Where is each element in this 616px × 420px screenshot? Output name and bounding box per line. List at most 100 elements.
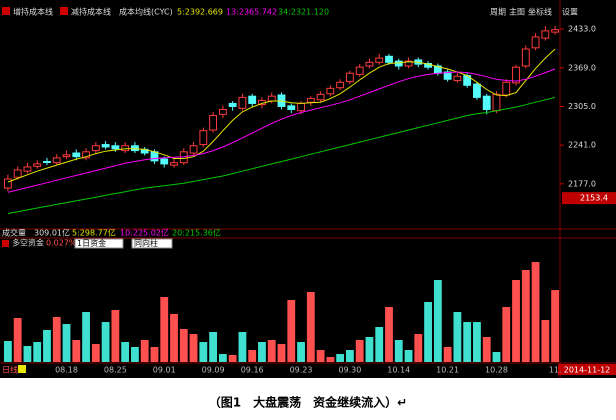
bar [345,350,354,362]
cursor-date: 2014-11-12 [564,366,611,375]
icon[interactable] [2,240,9,247]
volume-average: 10:225.02亿 [120,228,169,238]
candle-body [512,66,520,84]
volume-average: 5:298.77亿 [72,228,116,238]
candle-body [160,158,169,165]
bar [228,355,237,362]
bar [512,280,520,362]
candle-body [453,75,462,81]
icon[interactable] [60,7,68,15]
bar [101,322,110,362]
bar [33,342,42,362]
ma-line [7,68,556,193]
x-tick-label: 09.09 [202,366,225,375]
candle-body [336,81,345,89]
bar [150,347,159,362]
bar [424,302,432,362]
bar [52,317,61,362]
ma-legend: 34:2321.120 [278,8,329,17]
candle-body [238,96,247,109]
candle-body [297,102,305,112]
bar [531,262,540,362]
bar [72,340,81,362]
bar [170,314,178,362]
candle-body [345,72,354,83]
bar [551,290,560,362]
bar [365,337,374,362]
candle-body [385,55,393,63]
header-button[interactable]: 减持成本线 [71,7,111,17]
candle-body [33,163,42,167]
candle-body [267,95,276,102]
bar [277,344,286,362]
bar [218,354,227,362]
bar [82,312,90,362]
x-tick-label: 08.25 [104,366,127,375]
candle-body [62,154,71,158]
candle-body [72,152,81,158]
dropdown-label[interactable]: 同向柱 [134,238,158,248]
bar [23,346,32,362]
header-button[interactable]: 增持成本线 [13,7,53,17]
candle-body [551,29,560,33]
dropdown[interactable] [74,238,124,249]
dropdown[interactable] [131,238,173,249]
bar [287,300,296,362]
period-label[interactable]: 日线 [2,365,18,375]
icon[interactable] [2,7,10,15]
bar [306,292,315,362]
candle-body [101,144,110,148]
bar [443,347,452,362]
menu-item[interactable]: 设置 [562,7,578,17]
candle-body [531,36,540,49]
ma-line [7,96,556,214]
candle-body [521,48,530,67]
menu-item[interactable]: 主图 [509,7,525,17]
x-tick-label: 09.01 [153,366,176,375]
candle-body [375,57,384,63]
x-tick-label: 09.23 [290,366,313,375]
candle-body [502,81,511,96]
caption: （图1 大盘震荡 资金继续流入）↵ [209,395,407,410]
x-tick-label: 09.16 [241,366,264,375]
candle-body [43,160,51,163]
candle-body [326,87,335,95]
dropdown-label[interactable]: 1日资金 [77,238,106,248]
cursor-date-box [558,364,616,375]
bar [91,344,100,362]
bar [43,330,51,362]
candle-body [248,95,257,104]
x-tick-label: 09.30 [338,366,361,375]
x-tick-label: 10.21 [436,366,459,375]
candle-body [13,169,22,178]
bar [463,322,472,362]
y-tick-label: 2241.0 [568,141,596,150]
candle-body [91,145,100,152]
candle-body [218,108,227,115]
candle-body [131,145,139,152]
bar [521,270,530,362]
bar [267,340,276,362]
candle-body [209,115,218,131]
bar [336,354,345,362]
bar [502,307,511,362]
candle-body [23,166,32,172]
candle-body [52,157,61,164]
bar [394,340,403,362]
candle-body [404,60,413,67]
bar [473,322,481,362]
candle-body [355,66,364,75]
indicator-subtitle: 0.027% [46,239,77,248]
icon[interactable] [18,365,26,373]
y-tick-label: 2433.0 [568,25,596,34]
menu-item[interactable]: 周期 [490,8,506,17]
bar [433,280,442,362]
y-tick-label: 2369.0 [568,63,596,72]
bar [189,334,198,362]
bar [3,341,12,362]
ma-line [7,48,556,183]
menu-item[interactable]: 坐标线 [528,7,552,17]
candle-body [492,93,501,112]
last-price-box [562,192,616,205]
